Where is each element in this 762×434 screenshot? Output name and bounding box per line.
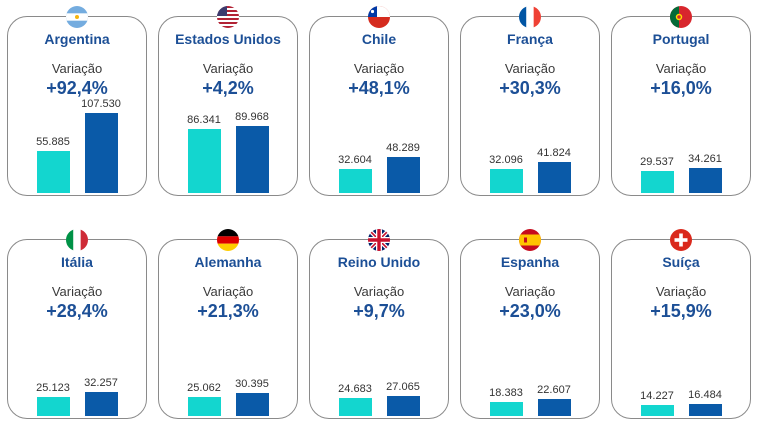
country-name: Itália: [61, 254, 93, 270]
variation-label: Variação: [353, 284, 405, 299]
country-card: Argentina Variação +92,4% 55.885 107.530: [7, 6, 147, 196]
country-card: Reino Unido Variação +9,7% 24.683 27.065: [309, 229, 449, 419]
variation-value: +30,3%: [499, 78, 561, 98]
variation-value: +48,1%: [348, 78, 410, 98]
bar-previous: [640, 405, 674, 416]
variation-value: +16,0%: [650, 78, 712, 98]
italy-flag-icon: [66, 229, 88, 251]
bar-previous: [338, 397, 372, 416]
country-card: Suíça Variação +15,9% 14.227 16.484: [611, 229, 751, 419]
bar-previous: [36, 397, 70, 416]
bar-value-label: 55.885: [36, 136, 70, 149]
switzerland-flag-icon: [670, 229, 692, 251]
bar-previous: [640, 171, 674, 193]
country-card: Portugal Variação +16,0% 29.537 34.261: [611, 6, 751, 196]
bar-value-label: 32.604: [338, 153, 372, 166]
bar-value-label: 24.683: [338, 382, 372, 395]
country-name: França: [507, 31, 553, 47]
uk-flag-icon: [368, 229, 390, 251]
country-card: Chile Variação +48,1% 32.604 48.289: [309, 6, 449, 196]
variation-value: +9,7%: [353, 301, 405, 321]
bar-value-label: 27.065: [386, 380, 420, 393]
france-flag-icon: [519, 6, 541, 28]
country-name: Suíça: [662, 254, 700, 270]
bar-current: [386, 157, 420, 193]
germany-flag-icon: [217, 229, 239, 251]
bar-value-label: 18.383: [489, 387, 523, 400]
bar-value-label: 29.537: [640, 156, 674, 169]
country-name: Reino Unido: [337, 254, 421, 270]
bar-value-label: 32.096: [489, 154, 523, 167]
bar-current: [84, 113, 118, 193]
variation-label: Variação: [51, 284, 103, 299]
bar-previous: [187, 397, 221, 416]
country-card: Alemanha Variação +21,3% 25.062 30.395: [158, 229, 298, 419]
bar-value-label: 22.607: [537, 384, 571, 397]
bar-value-label: 107.530: [81, 98, 121, 110]
bar-value-label: 89.968: [235, 111, 269, 124]
portugal-flag-icon: [670, 6, 692, 28]
chile-flag-icon: [368, 6, 390, 28]
variation-label: Variação: [202, 284, 254, 299]
variation-value: +28,4%: [46, 301, 108, 321]
bar-previous: [36, 151, 70, 193]
bar-current: [537, 161, 571, 193]
spain-flag-icon: [519, 229, 541, 251]
country-name: Portugal: [652, 31, 710, 47]
variation-label: Variação: [202, 61, 254, 76]
variation-value: +21,3%: [197, 301, 259, 321]
bar-value-label: 14.227: [640, 390, 674, 403]
variation-label: Variação: [51, 61, 103, 76]
bar-current: [235, 393, 269, 416]
country-name: Espanha: [500, 254, 560, 270]
bar-value-label: 16.484: [688, 388, 722, 401]
bar-previous: [489, 402, 523, 416]
country-name: Estados Unidos: [175, 31, 281, 47]
usa-flag-icon: [217, 6, 239, 28]
country-card: França Variação +30,3% 32.096 41.824: [460, 6, 600, 196]
bar-current: [688, 167, 722, 193]
bar-current: [537, 399, 571, 416]
bar-previous: [489, 169, 523, 193]
variation-value: +92,4%: [46, 78, 108, 98]
variation-label: Variação: [504, 284, 556, 299]
bar-current: [235, 126, 269, 193]
country-name: Argentina: [44, 31, 110, 47]
variation-value: +23,0%: [499, 301, 561, 321]
bar-previous: [338, 168, 372, 193]
bar-current: [386, 395, 420, 416]
variation-label: Variação: [655, 61, 707, 76]
bar-value-label: 25.062: [187, 382, 221, 395]
variation-value: +4,2%: [202, 78, 254, 98]
country-name: Chile: [361, 31, 397, 47]
country-card: Estados Unidos Variação +4,2% 86.341 89.968: [158, 6, 298, 196]
bar-previous: [187, 128, 221, 193]
argentina-flag-icon: [66, 6, 88, 28]
bar-value-label: 25.123: [36, 382, 70, 395]
bar-current: [688, 403, 722, 416]
variation-label: Variação: [504, 61, 556, 76]
bar-value-label: 34.261: [688, 152, 722, 165]
variation-label: Variação: [353, 61, 405, 76]
country-card: Itália Variação +28,4% 25.123 32.257: [7, 229, 147, 419]
country-name: Alemanha: [194, 254, 262, 270]
bar-value-label: 32.257: [84, 377, 118, 389]
bar-current: [84, 392, 118, 416]
bar-value-label: 48.289: [386, 142, 420, 155]
bar-value-label: 86.341: [187, 113, 221, 126]
variation-label: Variação: [655, 284, 707, 299]
bar-value-label: 30.395: [235, 378, 269, 391]
variation-value: +15,9%: [650, 301, 712, 321]
bar-value-label: 41.824: [537, 146, 571, 159]
country-card: Espanha Variação +23,0% 18.383 22.607: [460, 229, 600, 419]
